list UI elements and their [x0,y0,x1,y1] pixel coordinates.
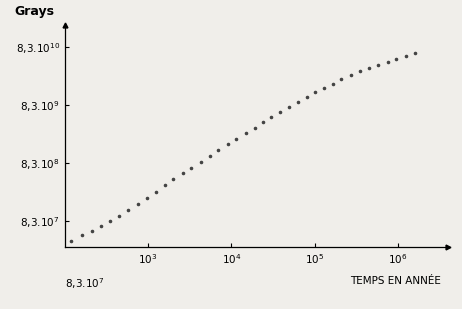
Point [97,223,104,228]
Point [206,154,213,159]
Text: Grays: Grays [15,5,55,18]
Point [402,53,410,58]
Point [67,239,75,244]
Point [251,125,258,130]
Point [188,165,195,170]
Point [365,66,373,70]
Point [329,81,336,86]
Point [338,77,345,82]
Point [411,51,419,56]
Point [267,114,275,119]
Point [152,189,160,194]
Point [224,142,231,147]
Point [347,73,354,78]
Text: TEMPS EN ANNÉE: TEMPS EN ANNÉE [350,276,440,286]
Point [106,218,114,223]
Point [88,228,95,233]
Point [285,104,292,109]
Point [276,109,283,114]
Point [321,85,328,90]
Point [125,207,132,212]
Text: $8,\!3.10^7$: $8,\!3.10^7$ [65,276,104,291]
Point [303,95,310,99]
Point [311,90,318,95]
Point [233,136,240,141]
Point [375,62,382,67]
Point [161,183,169,188]
Point [179,171,186,176]
Point [215,148,222,153]
Point [384,59,391,64]
Point [259,120,267,125]
Point [242,131,249,136]
Point [356,69,364,74]
Point [78,233,85,238]
Point [294,99,302,104]
Point [197,159,205,164]
Point [134,201,141,206]
Point [393,56,400,61]
Point [170,177,177,182]
Point [116,213,123,218]
Point [143,196,150,201]
